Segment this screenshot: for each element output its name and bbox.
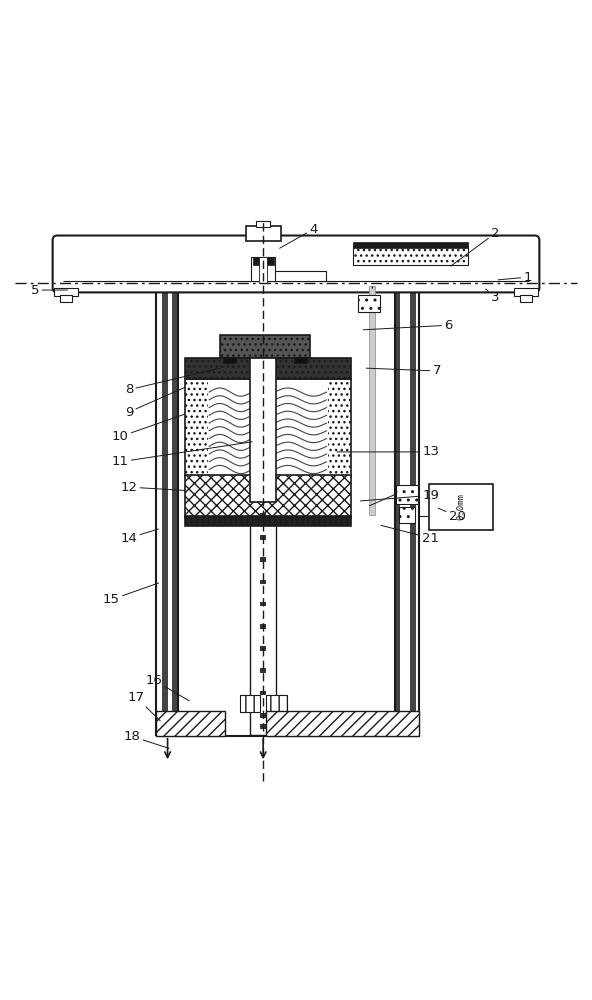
Bar: [266, 695, 287, 712]
Text: 1: 1: [498, 271, 532, 284]
Bar: [252, 257, 275, 281]
Bar: [220, 335, 310, 358]
Text: 0.0mm: 0.0mm: [456, 494, 465, 520]
Bar: [260, 691, 266, 695]
Text: 15: 15: [103, 583, 159, 606]
Bar: [256, 271, 327, 281]
Bar: [358, 295, 381, 312]
Bar: [260, 668, 266, 673]
Bar: [260, 646, 266, 651]
Bar: [514, 288, 538, 296]
Text: 10: 10: [112, 414, 185, 443]
Bar: [260, 624, 266, 629]
Bar: [260, 724, 266, 729]
Bar: [162, 288, 168, 735]
Text: 7: 7: [366, 364, 441, 377]
FancyBboxPatch shape: [53, 236, 539, 292]
Bar: [223, 357, 236, 363]
Text: 4: 4: [279, 223, 318, 248]
Text: 17: 17: [128, 691, 160, 721]
Bar: [185, 379, 351, 477]
Bar: [256, 221, 270, 227]
Text: 13: 13: [337, 445, 439, 458]
Bar: [208, 382, 327, 474]
Bar: [240, 695, 260, 712]
Bar: [185, 516, 351, 526]
Bar: [250, 518, 276, 735]
Text: 2: 2: [451, 227, 500, 266]
Bar: [395, 288, 400, 735]
Text: 8: 8: [125, 368, 220, 396]
Bar: [369, 286, 375, 515]
Bar: [294, 357, 307, 363]
Bar: [410, 288, 416, 735]
Bar: [353, 246, 468, 265]
Text: 19: 19: [361, 489, 439, 502]
Bar: [429, 484, 493, 530]
Bar: [520, 295, 532, 302]
Bar: [394, 288, 419, 735]
Text: 11: 11: [111, 442, 252, 468]
Bar: [185, 358, 351, 379]
Bar: [398, 507, 415, 523]
Bar: [260, 535, 266, 540]
Bar: [60, 295, 72, 302]
Text: 6: 6: [363, 319, 453, 332]
Bar: [185, 475, 351, 518]
Text: 3: 3: [485, 289, 500, 304]
Bar: [395, 485, 418, 504]
Text: 16: 16: [146, 674, 189, 701]
Text: 21: 21: [381, 525, 439, 545]
Bar: [353, 242, 468, 248]
Text: 18: 18: [123, 730, 169, 748]
Bar: [260, 713, 266, 718]
Bar: [250, 358, 276, 502]
Bar: [260, 513, 266, 518]
Text: 5: 5: [31, 284, 67, 297]
Text: 12: 12: [120, 481, 185, 494]
Bar: [54, 288, 78, 296]
Bar: [266, 711, 419, 736]
Text: 20: 20: [438, 508, 466, 523]
Bar: [246, 226, 281, 241]
Bar: [260, 557, 266, 562]
Bar: [260, 580, 266, 584]
Text: 14: 14: [120, 529, 159, 545]
Bar: [172, 288, 177, 735]
Text: 9: 9: [125, 387, 185, 419]
Bar: [260, 602, 266, 606]
Bar: [156, 711, 225, 736]
Bar: [156, 288, 178, 735]
Bar: [259, 257, 267, 283]
Bar: [253, 257, 274, 265]
